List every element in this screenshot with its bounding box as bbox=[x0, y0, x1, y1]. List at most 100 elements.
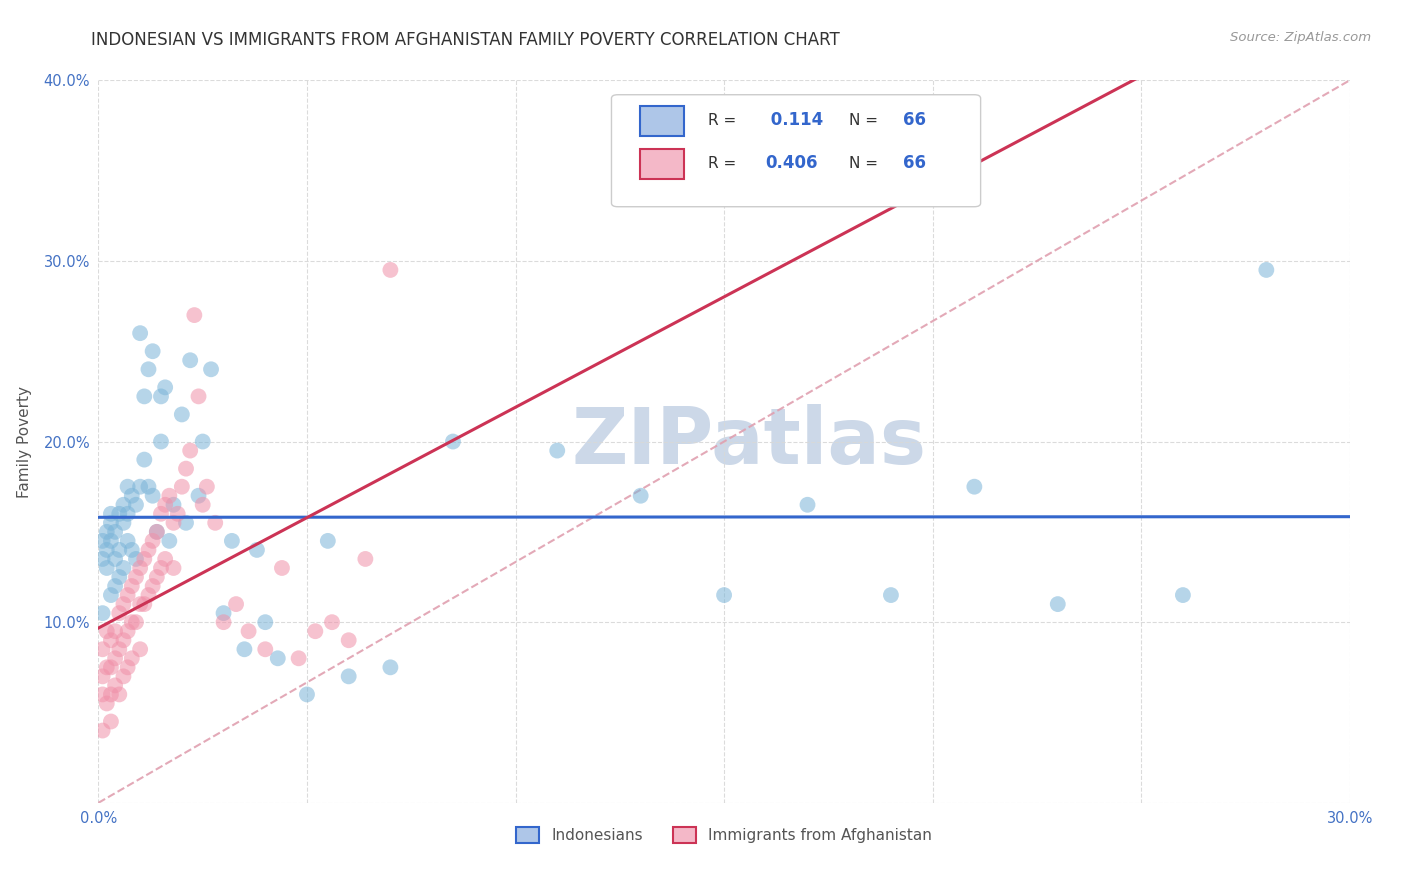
Point bbox=[100, 507, 122, 521]
Point bbox=[134, 597, 156, 611]
Point bbox=[162, 498, 184, 512]
Point bbox=[179, 443, 201, 458]
Point bbox=[129, 561, 152, 575]
Point bbox=[96, 697, 118, 711]
Point bbox=[380, 263, 402, 277]
Point bbox=[104, 624, 127, 639]
Point bbox=[174, 461, 197, 475]
Point bbox=[146, 524, 169, 539]
Text: R =: R = bbox=[707, 112, 741, 128]
Point bbox=[121, 651, 143, 665]
Legend: Indonesians, Immigrants from Afghanistan: Indonesians, Immigrants from Afghanistan bbox=[510, 822, 938, 849]
Point bbox=[304, 624, 326, 639]
Point bbox=[880, 588, 903, 602]
Point bbox=[271, 561, 294, 575]
Point bbox=[96, 542, 118, 557]
Point bbox=[117, 660, 139, 674]
Point bbox=[337, 633, 360, 648]
Point bbox=[91, 687, 114, 701]
Point bbox=[117, 507, 139, 521]
Point bbox=[100, 588, 122, 602]
Text: 66: 66 bbox=[903, 154, 927, 172]
Point bbox=[166, 507, 188, 521]
FancyBboxPatch shape bbox=[640, 105, 685, 136]
Point bbox=[104, 552, 127, 566]
Point bbox=[204, 516, 226, 530]
Point bbox=[212, 606, 235, 620]
Point bbox=[108, 606, 131, 620]
Point bbox=[129, 642, 152, 657]
Point bbox=[170, 480, 193, 494]
Point bbox=[162, 561, 184, 575]
Text: 0.406: 0.406 bbox=[765, 154, 818, 172]
Point bbox=[104, 678, 127, 692]
Point bbox=[117, 480, 139, 494]
Point bbox=[129, 597, 152, 611]
Point bbox=[112, 498, 135, 512]
Point bbox=[129, 326, 152, 340]
Point bbox=[187, 489, 209, 503]
Point bbox=[112, 516, 135, 530]
Point bbox=[91, 552, 114, 566]
Point bbox=[104, 579, 127, 593]
Point bbox=[100, 633, 122, 648]
Point bbox=[100, 660, 122, 674]
Point bbox=[150, 434, 173, 449]
Point bbox=[96, 660, 118, 674]
Point bbox=[174, 516, 197, 530]
Text: 0.114: 0.114 bbox=[765, 111, 824, 129]
Point bbox=[191, 434, 214, 449]
Point bbox=[138, 480, 160, 494]
Point bbox=[112, 669, 135, 683]
Point bbox=[183, 308, 205, 322]
Point bbox=[117, 624, 139, 639]
Point bbox=[100, 687, 122, 701]
Point bbox=[100, 533, 122, 548]
FancyBboxPatch shape bbox=[640, 149, 685, 179]
Point bbox=[108, 570, 131, 584]
Point bbox=[104, 524, 127, 539]
Point bbox=[108, 507, 131, 521]
Point bbox=[129, 480, 152, 494]
Point bbox=[153, 498, 176, 512]
Point bbox=[233, 642, 256, 657]
Point bbox=[112, 633, 135, 648]
Text: ZIPatlas: ZIPatlas bbox=[572, 403, 927, 480]
Point bbox=[1046, 597, 1069, 611]
Point bbox=[91, 606, 114, 620]
Point bbox=[162, 516, 184, 530]
Point bbox=[546, 443, 568, 458]
Point bbox=[150, 507, 173, 521]
Point bbox=[200, 362, 222, 376]
Point bbox=[117, 533, 139, 548]
Point bbox=[104, 651, 127, 665]
Point bbox=[441, 434, 464, 449]
Point bbox=[91, 669, 114, 683]
Point bbox=[142, 533, 165, 548]
Point bbox=[146, 570, 169, 584]
Point bbox=[146, 524, 169, 539]
Point bbox=[157, 533, 180, 548]
Point bbox=[125, 498, 148, 512]
Point bbox=[91, 642, 114, 657]
Point bbox=[100, 714, 122, 729]
Point bbox=[100, 516, 122, 530]
FancyBboxPatch shape bbox=[612, 95, 980, 207]
Point bbox=[117, 588, 139, 602]
Text: 66: 66 bbox=[903, 111, 927, 129]
Point bbox=[138, 362, 160, 376]
Point bbox=[142, 579, 165, 593]
Point bbox=[337, 669, 360, 683]
Point bbox=[138, 588, 160, 602]
Point bbox=[108, 687, 131, 701]
Point bbox=[134, 552, 156, 566]
Point bbox=[187, 389, 209, 403]
Point bbox=[354, 552, 377, 566]
Point bbox=[153, 552, 176, 566]
Point bbox=[295, 687, 318, 701]
Point bbox=[179, 353, 201, 368]
Point bbox=[121, 489, 143, 503]
Point bbox=[96, 624, 118, 639]
Point bbox=[112, 597, 135, 611]
Point bbox=[150, 389, 173, 403]
